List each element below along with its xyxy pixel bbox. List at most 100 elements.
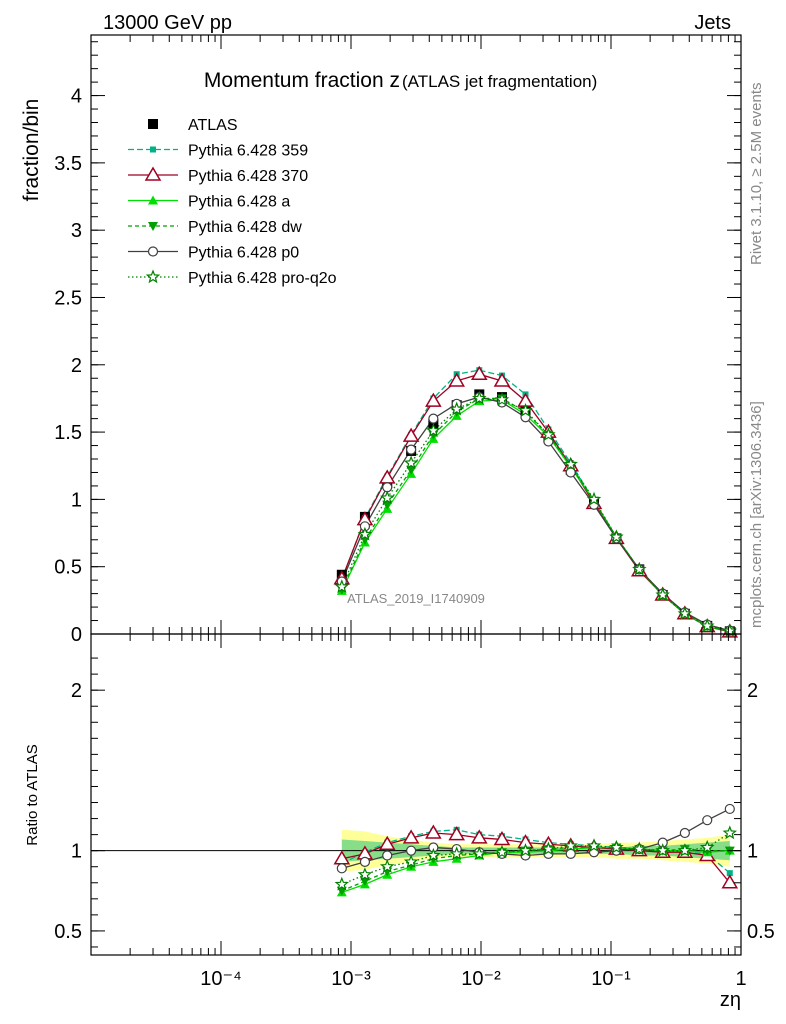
ratio-line-0 xyxy=(341,829,731,874)
ratio-point-s4-15 xyxy=(679,827,690,839)
ratio-point-s4-17 xyxy=(724,803,735,815)
ratio-point-s5-7 xyxy=(494,844,510,859)
data-point-s5-3 xyxy=(406,444,417,455)
x-tick-label-4: 1 xyxy=(735,968,746,990)
ratio-point-s5-12 xyxy=(609,839,624,854)
ratio-point-s5-1 xyxy=(357,867,373,881)
chart-title-sub: (ATLAS jet fragmentation) xyxy=(402,72,597,91)
ratio-series-layer xyxy=(333,803,739,897)
legend-label-3: Pythia 6.428 a xyxy=(188,194,290,211)
data-point-s6-11 xyxy=(586,491,602,506)
x-tick-label-0: 10⁻⁴ xyxy=(200,968,241,990)
legend-label-1: Pythia 6.428 359 xyxy=(188,143,308,160)
rivet-version-label: Rivet 3.1.10, ≥ 2.5M events xyxy=(748,83,765,266)
ratio-y-tick-label-0: 0.5 xyxy=(54,921,82,943)
chart-title-main: Momentum fraction z xyxy=(204,69,400,92)
x-axis-label: zη xyxy=(720,989,741,1011)
data-point-s6-13 xyxy=(632,561,647,576)
ratio-point-s4-10 xyxy=(565,848,576,859)
main-y-tick-label-3: 1.5 xyxy=(54,422,82,444)
ratio-point-s5-8 xyxy=(518,843,533,857)
ratio-y-tick-label-2: 2 xyxy=(71,680,82,702)
legend: ATLAS Pythia 6.428 359 Pythia 6.428 370 Pyt… xyxy=(128,117,337,287)
ratio-point-s5-11 xyxy=(586,838,602,853)
data-point-s6-9 xyxy=(541,427,556,441)
data-point-s5-4 xyxy=(428,413,439,424)
legend-label-6: Pythia 6.428 pro-q2o xyxy=(188,270,337,287)
main-y-tick-label-7: 3.5 xyxy=(54,153,82,175)
process-label: Jets xyxy=(694,12,731,34)
ratio-point-s1-7 xyxy=(493,830,511,846)
legend-marker-0 xyxy=(148,119,158,129)
data-point-s6-1 xyxy=(357,526,373,541)
legend-label-5: Pythia 6.428 p0 xyxy=(188,245,299,262)
data-point-s6-5 xyxy=(449,401,464,416)
legend-label-2: Pythia 6.428 370 xyxy=(188,168,308,185)
ratio-point-s1-6 xyxy=(470,829,488,844)
ratio-point-s5-14 xyxy=(655,843,670,857)
data-point-s6-8 xyxy=(518,402,533,417)
main-y-tick-label-2: 1 xyxy=(71,489,82,511)
x-tick-label-1: 10⁻³ xyxy=(331,968,371,990)
main-y-tick-label-4: 2 xyxy=(71,355,82,377)
data-point-s4-3 xyxy=(406,465,417,475)
legend-marker-1 xyxy=(150,146,156,153)
legend-marker-6 xyxy=(145,269,161,284)
legend-label-4: Pythia 6.428 dw xyxy=(188,219,302,236)
ratio-point-s0-17 xyxy=(726,870,733,877)
data-point-s6-4 xyxy=(426,423,441,437)
legend-marker-5 xyxy=(147,246,159,257)
data-point-s6-16 xyxy=(699,618,715,633)
main-y-tick-label-8: 4 xyxy=(71,86,82,108)
ratio-point-s4-0 xyxy=(336,863,347,874)
energy-label: 13000 GeV pp xyxy=(103,12,232,34)
ratio-point-s5-3 xyxy=(403,854,419,869)
y-axis-label-main: fraction/bin xyxy=(20,99,43,202)
ratio-point-s5-5 xyxy=(449,846,464,861)
ratio-point-s4-1 xyxy=(359,856,371,868)
legend-marker-4 xyxy=(148,222,158,231)
data-point-s2-5 xyxy=(448,372,465,387)
ratio-point-s1-2 xyxy=(378,835,396,851)
ratio-point-s4-3 xyxy=(406,845,417,856)
ratio-point-s4-2 xyxy=(382,850,393,861)
ratio-point-s5-0 xyxy=(334,876,350,891)
data-point-s2-6 xyxy=(470,365,488,380)
ratio-plot-frame xyxy=(90,633,742,956)
ratio-point-s5-6 xyxy=(472,846,487,861)
ratio-point-s1-17 xyxy=(721,874,739,889)
data-point-s6-7 xyxy=(494,392,510,406)
data-point-s6-3 xyxy=(403,455,419,470)
mcplots-label: mcplots.cern.ch [arXiv:1306.3436] xyxy=(748,401,765,628)
x-tick-label-3: 10⁻¹ xyxy=(591,968,631,990)
ratio-point-s1-4 xyxy=(425,824,442,839)
analysis-watermark: ATLAS_2019_I1740909 xyxy=(347,591,485,606)
ratio-y-tick-label-right-1: 1 xyxy=(747,841,758,863)
x-tick-label-2: 10⁻² xyxy=(461,968,501,990)
data-point-s6-6 xyxy=(472,390,487,405)
data-point-s2-3 xyxy=(402,427,420,442)
ratio-point-s5-17 xyxy=(722,825,738,840)
ratio-point-s5-15 xyxy=(677,843,693,857)
data-point-s2-2 xyxy=(378,469,396,484)
main-y-tick-label-6: 3 xyxy=(71,220,82,242)
main-y-tick-label-0: 0 xyxy=(71,624,82,646)
ratio-point-s5-9 xyxy=(541,841,556,856)
data-point-s5-10 xyxy=(565,467,576,478)
ratio-point-s1-3 xyxy=(402,829,420,844)
ratio-point-s5-10 xyxy=(563,838,578,853)
data-point-s5-2 xyxy=(382,482,393,493)
ratio-point-s4-16 xyxy=(702,815,713,826)
data-point-s4-2 xyxy=(382,500,393,510)
ratio-point-s5-16 xyxy=(699,839,715,854)
legend-label-0: ATLAS xyxy=(188,117,238,134)
axes-layer: 0 0.5 1 1.5 2 2.5 3 3.5 4 0.5 0.5 1 1 2 2 10⁻⁴ 10⁻³ 10⁻² 1… xyxy=(54,34,775,990)
data-point-s6-10 xyxy=(563,456,578,471)
data-point-s6-15 xyxy=(677,606,693,621)
legend-marker-2 xyxy=(144,166,162,181)
ratio-point-s5-13 xyxy=(632,841,647,856)
main-y-tick-label-5: 2.5 xyxy=(54,287,82,309)
ratio-y-tick-label-right-0: 0.5 xyxy=(747,921,775,943)
main-y-tick-label-1: 0.5 xyxy=(54,557,82,579)
